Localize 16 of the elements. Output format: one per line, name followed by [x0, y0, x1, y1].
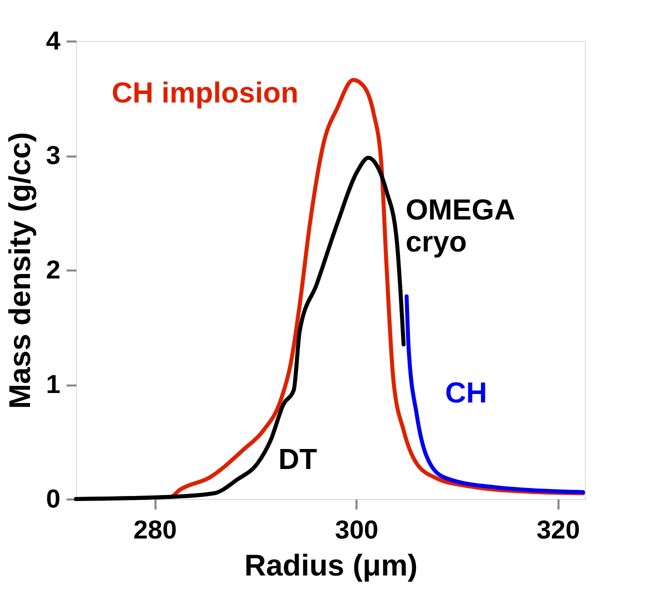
y-tick-label: 3: [46, 140, 60, 170]
y-axis-title: Mass density (g/cc): [4, 132, 38, 409]
x-tick-label: 320: [536, 514, 580, 544]
series-label: DT: [278, 444, 318, 476]
line-series: [404, 294, 585, 494]
x-axis-title: Radius (μm): [244, 550, 418, 582]
y-tick-label: 1: [46, 369, 60, 399]
series-label: CH implosion: [112, 78, 298, 110]
series-label: CH: [445, 378, 488, 410]
x-tick-label: 300: [335, 514, 378, 544]
line-series: [74, 156, 406, 501]
y-tick-label: 2: [46, 254, 60, 284]
y-tick-label: 4: [46, 26, 62, 56]
y-tick-label: 0: [46, 484, 60, 514]
x-tick-label: 280: [133, 514, 177, 544]
annotation: OMEGA cryo: [406, 194, 516, 258]
